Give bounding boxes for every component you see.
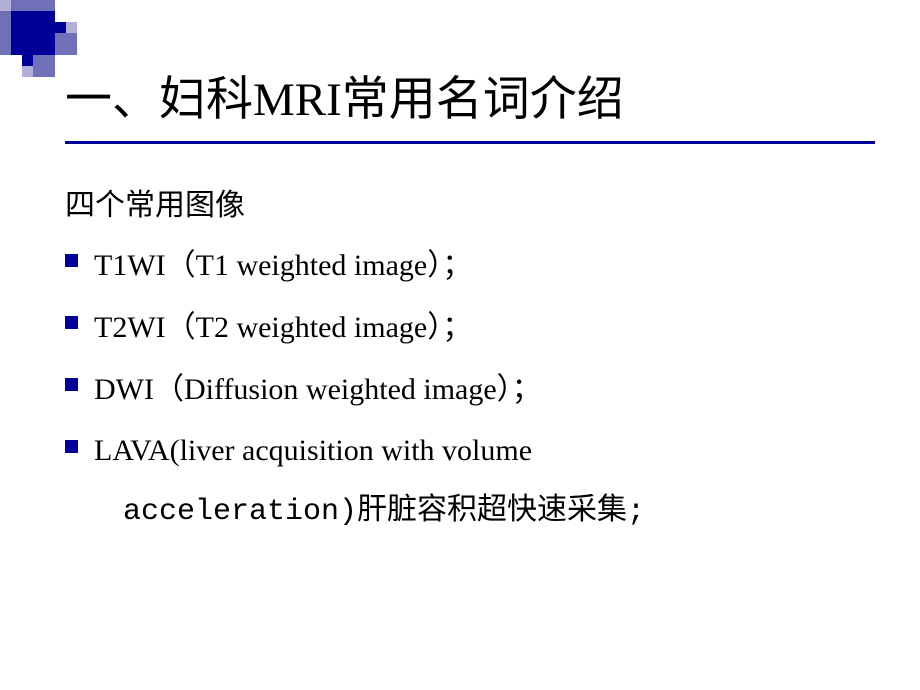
title-underline	[65, 141, 875, 144]
deco-block	[55, 33, 77, 55]
slide-title: 一、妇科MRI常用名词介绍	[65, 60, 875, 141]
deco-block	[0, 11, 11, 55]
deco-block	[66, 22, 77, 33]
deco-block	[11, 11, 55, 55]
subtitle: 四个常用图像	[65, 180, 875, 224]
content-area: 四个常用图像 T1WI（T1 weighted image）； T2WI（T2 …	[65, 180, 875, 535]
deco-block	[55, 22, 66, 33]
deco-block	[33, 55, 55, 77]
bullet-continuation: acceleration)肝脏容积超快速采集;	[65, 489, 875, 536]
title-area: 一、妇科MRI常用名词介绍	[65, 60, 875, 144]
bullet-text: LAVA(liver acquisition with volume	[94, 428, 532, 475]
deco-block	[22, 66, 33, 77]
bullet-marker-icon	[65, 254, 78, 267]
bullet-item: T2WI（T2 weighted image）；	[65, 304, 875, 352]
bullet-item: DWI（Diffusion weighted image）；	[65, 366, 875, 414]
bullet-text: T2WI（T2 weighted image）；	[94, 304, 472, 352]
bullet-marker-icon	[65, 378, 78, 391]
deco-block	[11, 0, 55, 11]
corner-decoration	[0, 0, 80, 55]
bullet-marker-icon	[65, 316, 78, 329]
bullet-item: T1WI（T1 weighted image）；	[65, 242, 875, 290]
bullet-item: LAVA(liver acquisition with volume	[65, 428, 875, 475]
deco-block	[22, 55, 33, 66]
deco-block	[0, 0, 11, 11]
bullet-marker-icon	[65, 440, 78, 453]
bullet-text: T1WI（T1 weighted image）；	[94, 242, 472, 290]
bullet-text: DWI（Diffusion weighted image）；	[94, 366, 542, 414]
